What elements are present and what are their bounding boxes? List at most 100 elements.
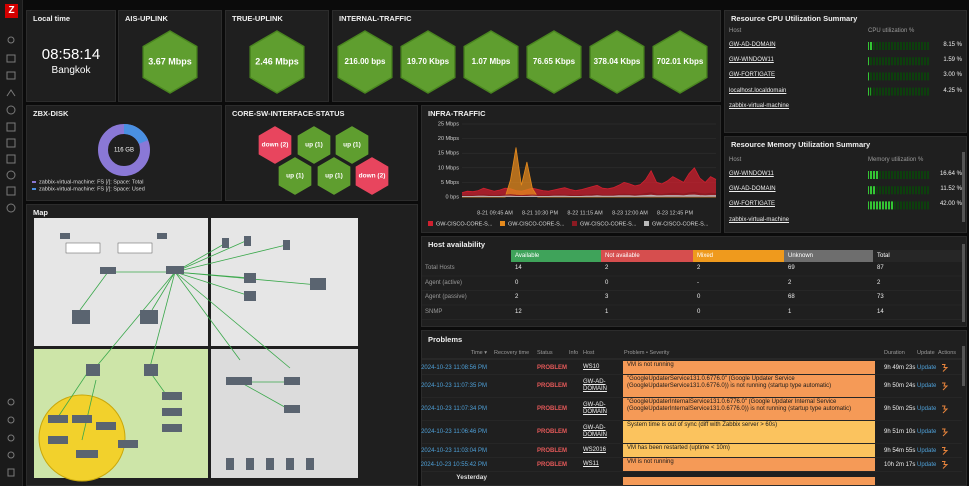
value-label: 1.59 % — [943, 57, 962, 64]
column-header: Time ▾ — [470, 350, 487, 356]
widget-title: CORE-SW-INTERFACE-STATUS — [232, 109, 345, 118]
widget-map: Map — [26, 204, 418, 486]
column-header: Mixed — [693, 250, 784, 262]
problem-time[interactable]: 2024-10-23 11:03:04 PM — [421, 447, 487, 454]
host-link[interactable]: GW-FORTIGATE — [729, 72, 775, 79]
cell: - — [697, 279, 699, 286]
update-link[interactable]: Update — [917, 383, 937, 389]
cell: 87 — [877, 265, 884, 271]
cell: 68 — [788, 294, 795, 300]
widget-title: TRUE-UPLINK — [232, 14, 283, 23]
widget-title: INFRA-TRAFFIC — [428, 109, 486, 118]
column-header: Memory utilization % — [868, 157, 924, 163]
host-link[interactable]: GW-WINDOW11 — [729, 171, 774, 177]
widget-local-time: Local time — [26, 10, 116, 102]
cell: 73 — [877, 294, 884, 300]
widget-true-uplink: TRUE-UPLINK — [225, 10, 329, 102]
update-link[interactable]: Update — [917, 406, 937, 412]
problem-duration: 9h 51m 10s — [884, 429, 916, 435]
problem-duration: 10h 2m 17s — [884, 461, 916, 468]
host-link[interactable]: GW-AD-DOMAIN — [583, 425, 607, 438]
value-label: 3.00 % — [943, 72, 962, 79]
problem-cell[interactable]: VM is not running — [623, 361, 875, 374]
column-header: Problem • Severity — [624, 350, 670, 356]
widget-title: Host availability — [428, 240, 486, 249]
host-link[interactable]: GW-WINDOW11 — [729, 57, 774, 64]
widget-zbx-disk: ZBX-DISK — [26, 105, 222, 201]
host-link[interactable]: GW-AD-DOMAIN — [729, 186, 776, 193]
column-header: CPU utilization % — [868, 28, 915, 34]
sidebar — [0, 0, 23, 486]
problem-time[interactable]: 2024-10-23 11:06:46 PM — [421, 429, 487, 435]
host-link[interactable]: GW-FORTIGATE — [729, 201, 775, 208]
column-header: Recovery time — [494, 350, 530, 356]
update-link[interactable]: Update — [917, 461, 937, 468]
column-header: Unknown — [784, 250, 873, 262]
cell: 2 — [697, 265, 701, 271]
host-link[interactable]: WS11 — [583, 461, 599, 467]
logo[interactable]: Z — [5, 4, 18, 18]
column-header: Update — [917, 350, 935, 356]
problem-time[interactable]: 2024-10-23 11:08:56 PM — [421, 364, 487, 371]
widget-cpu-summary: Resource CPU Utilization Summary — [724, 10, 967, 133]
problem-status: PROBLEM — [537, 406, 567, 412]
host-link[interactable]: localhost.localdomain — [729, 87, 787, 94]
problem-duration: 9h 49m 23s — [884, 364, 916, 371]
value-label: 16.64 % — [939, 171, 962, 177]
host-link[interactable]: GW-AD-DOMAIN — [729, 42, 776, 48]
clock-zone: Bangkok — [51, 65, 91, 76]
problem-cell[interactable]: System time is out of sync (diff with Za… — [623, 421, 875, 443]
widget-title: ZBX-DISK — [33, 109, 69, 118]
widget-title: AIS-UPLINK — [125, 14, 168, 23]
widget-ais-uplink: AIS-UPLINK — [118, 10, 222, 102]
date-divider: Yesterday — [456, 474, 487, 481]
widget-title: Map — [33, 208, 48, 217]
value-label: 8.15 % — [943, 42, 962, 48]
value-label: 42.00 % — [939, 201, 962, 208]
column-header: Available — [511, 250, 601, 262]
row-label: Total Hosts — [425, 265, 455, 271]
problem-duration: 9h 54m 55s — [884, 447, 916, 454]
problem-cell — [623, 477, 875, 485]
host-link[interactable]: zabbix-virtual-machine — [729, 216, 790, 223]
clock-time: 08:58:14 — [41, 46, 101, 63]
problem-status: PROBLEM — [537, 364, 567, 371]
problem-time[interactable]: 2024-10-23 11:07:34 PM — [421, 406, 487, 412]
problem-status: PROBLEM — [537, 429, 567, 435]
cell: 14 — [877, 308, 884, 315]
cell: 0 — [697, 294, 701, 300]
column-header: Not available — [601, 250, 693, 262]
column-header: Total — [873, 250, 962, 262]
problem-time[interactable]: 2024-10-23 10:55:42 PM — [420, 461, 487, 468]
host-link[interactable]: WS2016 — [583, 447, 607, 453]
update-link[interactable]: Update — [917, 447, 937, 454]
host-link[interactable]: GW-AD-DOMAIN — [583, 379, 607, 392]
widget-infra-traffic: INFRA-TRAFFIC — [421, 105, 721, 233]
value-label: 11.52 % — [940, 186, 962, 193]
update-link[interactable]: Update — [917, 429, 937, 435]
column-header: Status — [537, 350, 553, 356]
problem-cell[interactable]: VM has been restarted (uptime < 10m) — [623, 444, 875, 457]
host-link[interactable]: WS10 — [583, 364, 600, 370]
cell: 2 — [877, 279, 881, 286]
cell: 0 — [515, 279, 519, 286]
widget-mem-summary: Resource Memory Utilization Summary — [724, 136, 967, 233]
cell: 0 — [697, 308, 701, 315]
problem-cell[interactable]: VM is not running — [623, 458, 875, 471]
column-header: Info — [569, 350, 579, 356]
value-label: 4.25 % — [943, 87, 962, 94]
host-link[interactable]: GW-AD-DOMAIN — [583, 402, 607, 415]
problem-duration: 9h 50m 25s — [884, 406, 916, 412]
problem-cell[interactable]: "GoogleUpdaterService131.0.6776.0" (Goog… — [623, 375, 875, 397]
widget-title: Local time — [33, 14, 71, 23]
widget-title: Resource CPU Utilization Summary — [731, 14, 858, 23]
update-link[interactable]: Update — [917, 364, 937, 371]
row-label: Agent (passive) — [425, 294, 467, 300]
column-header: Host — [583, 350, 595, 356]
host-link[interactable]: zabbix-virtual-machine — [729, 102, 790, 109]
cell: 2 — [605, 265, 609, 271]
problem-time[interactable]: 2024-10-23 11:07:35 PM — [421, 383, 487, 389]
problem-cell[interactable]: "GoogleUpdaterInternalService131.0.6776.… — [623, 398, 875, 420]
column-header: Duration — [884, 350, 905, 356]
problem-status: PROBLEM — [537, 461, 567, 468]
